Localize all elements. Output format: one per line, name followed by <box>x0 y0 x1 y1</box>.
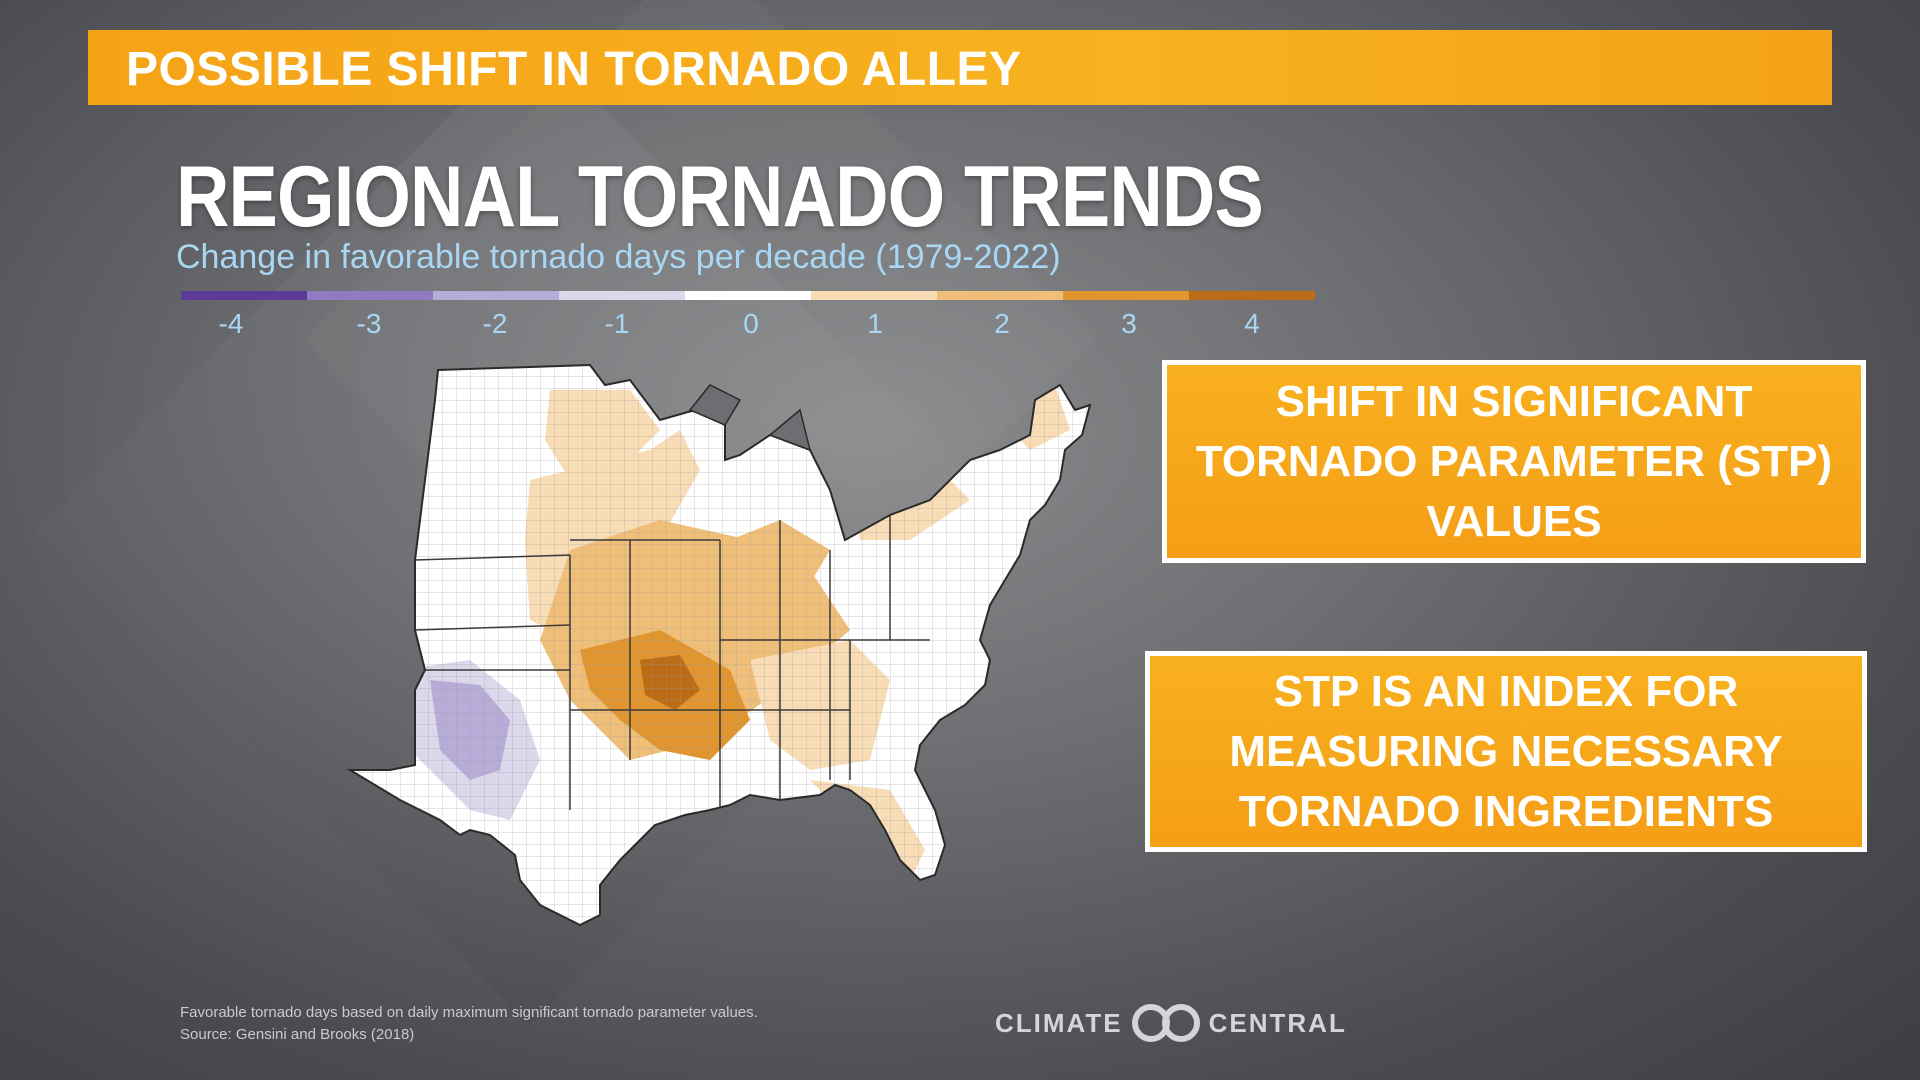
legend-label: -3 <box>356 308 382 339</box>
logo-text-right: CENTRAL <box>1208 1007 1347 1038</box>
legend-label: 0 <box>743 308 759 339</box>
footnote-line: Favorable tornado days based on daily ma… <box>180 1004 758 1021</box>
legend-swatch <box>685 291 811 300</box>
info-box-text: SHIFT IN SIGNIFICANT TORNADO PARAMETER (… <box>1195 376 1833 546</box>
legend-label: 1 <box>867 308 883 339</box>
legend-swatch <box>1063 291 1189 300</box>
eastern-us-county-map <box>330 340 1110 1000</box>
map-svg <box>346 363 1092 927</box>
info-box-stp-definition: STP IS AN INDEX FOR MEASURING NECESSARY … <box>1145 651 1867 852</box>
climate-central-logo: CLIMATE CENTRAL <box>995 1003 1347 1043</box>
logo-text-left: CLIMATE <box>995 1007 1123 1038</box>
banner-title: POSSIBLE SHIFT IN TORNADO ALLEY <box>126 43 1022 96</box>
map-title: REGIONAL TORNADO TRENDS <box>176 149 1264 245</box>
legend-label: -1 <box>604 308 630 339</box>
legend-swatch <box>811 291 937 300</box>
legend-label: 2 <box>994 308 1010 339</box>
title-banner: POSSIBLE SHIFT IN TORNADO ALLEY <box>88 30 1832 105</box>
legend-swatch <box>181 291 307 300</box>
source-line: Source: Gensini and Brooks (2018) <box>180 1026 415 1043</box>
legend-swatch <box>433 291 559 300</box>
legend-swatch <box>559 291 685 300</box>
map-subtitle: Change in favorable tornado days per dec… <box>176 238 1061 276</box>
info-box-text: STP IS AN INDEX FOR MEASURING NECESSARY … <box>1229 666 1783 836</box>
logo-rings-icon <box>1131 1004 1200 1042</box>
legend-label: -4 <box>218 308 244 339</box>
info-box-stp-shift: SHIFT IN SIGNIFICANT TORNADO PARAMETER (… <box>1162 360 1866 563</box>
legend-swatch <box>937 291 1063 300</box>
legend-label: -2 <box>482 308 508 339</box>
legend-label: 4 <box>1244 308 1260 339</box>
legend-label: 3 <box>1121 308 1137 339</box>
legend-color-bar <box>181 291 1315 300</box>
legend-swatch <box>1189 291 1315 300</box>
footnote: Favorable tornado days based on daily ma… <box>180 1002 758 1046</box>
legend-swatch <box>307 291 433 300</box>
